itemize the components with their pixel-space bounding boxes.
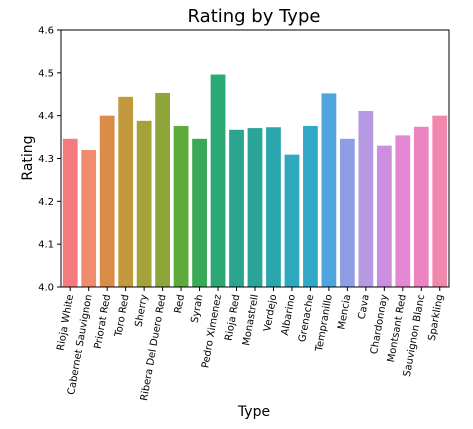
bar-cabernet-sauvignon [81, 149, 97, 287]
x-tick-label: Chardonnay [369, 294, 390, 356]
x-tick-label: Sparkling [427, 294, 446, 342]
bar-cava [358, 110, 374, 288]
y-tick-label: 4.1 [38, 240, 54, 251]
bar-red [173, 125, 189, 287]
bar-chardonnay [376, 145, 392, 287]
y-tick-label: 4.2 [38, 197, 54, 208]
y-ticks-group: 4.0 4.1 4.2 4.3 4.4 4.5 4.6 [38, 26, 61, 294]
y-tick-label: 4.5 [38, 68, 54, 79]
x-tick-label: Rioja Red [223, 294, 242, 342]
bar-toro-red [118, 96, 134, 287]
x-axis-title: Type [237, 404, 270, 420]
bar-montsant-red [395, 135, 411, 287]
x-tick-label: Rioja White [55, 294, 76, 352]
bar-grenache [303, 125, 318, 287]
x-tick-label: Mencia [336, 294, 353, 331]
bar-mencia [339, 138, 355, 287]
x-tick-label: Syrah [190, 294, 206, 324]
bar-tempranillo [321, 93, 337, 287]
bar-priorat-red [99, 115, 115, 287]
bar-rioja-white [62, 138, 78, 287]
x-tick-label: Albarino [280, 294, 298, 337]
x-tick-label: Toro Red [113, 294, 131, 339]
bar-monastrell [247, 128, 263, 287]
bar-ribera-del-duero-red [155, 92, 171, 288]
y-axis-title: Rating [20, 135, 36, 180]
x-tick-label: Monastrell [241, 294, 261, 347]
bar-sauvignon-blanc [413, 126, 429, 287]
bar-sparkling [432, 115, 448, 287]
bar-rioja-red [229, 129, 244, 287]
bar-syrah [192, 138, 207, 287]
x-tick-label: Grenache [297, 294, 316, 343]
x-tick-label: Verdejo [262, 294, 279, 333]
x-tick-label: Cava [357, 294, 372, 321]
bar-pedro-ximenez [210, 74, 226, 287]
bars-group [62, 74, 448, 288]
y-tick-label: 4.4 [38, 111, 54, 122]
x-tick-label: Red [173, 294, 187, 315]
chart-title: Rating by Type [188, 6, 321, 27]
y-tick-label: 4.0 [38, 283, 54, 294]
bar-albarino [284, 154, 300, 287]
x-tick-label: Priorat Red [93, 294, 113, 350]
y-tick-label: 4.6 [38, 26, 54, 37]
bar-sherry [136, 120, 152, 287]
x-tick-label: Tempranillo [314, 294, 335, 354]
plot-frame [60, 29, 450, 288]
y-tick-label: 4.3 [38, 154, 54, 165]
bar-verdejo [266, 127, 281, 287]
x-tick-label: Sherry [134, 294, 151, 328]
